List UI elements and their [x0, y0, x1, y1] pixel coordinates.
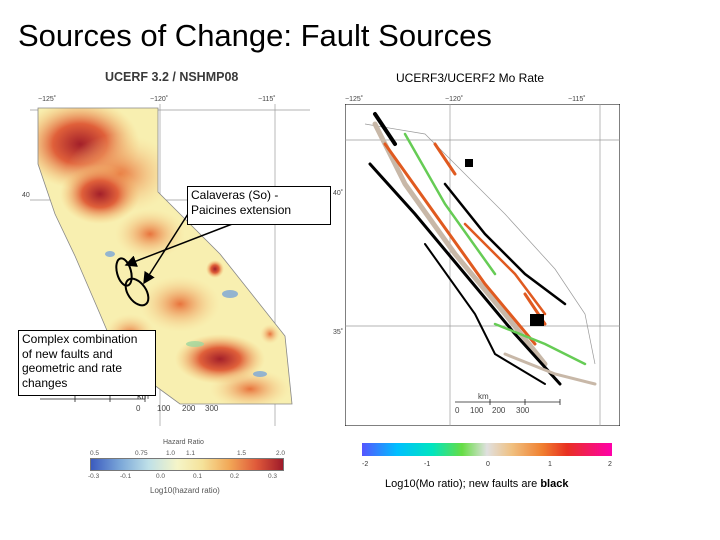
left-scale-tick-2: 200: [182, 404, 196, 413]
hazard-bottom-tick-6: 0.3: [268, 473, 278, 480]
hazard-top-tick-1: 0.5: [90, 450, 100, 457]
right-lon-tick-1: −125˚: [345, 96, 364, 103]
left-lon-tick-2: −120˚: [150, 96, 169, 103]
mo-rate-caption-text: Log10(Mo ratio); new faults are: [385, 478, 541, 490]
left-map-title: UCERF 3.2 / NSHMP08: [105, 70, 239, 84]
left-scale-unit: km: [137, 391, 149, 401]
hazard-colorbar-caption: Log10(hazard ratio): [150, 486, 220, 495]
mo-rate-tick-2: -1: [424, 461, 431, 468]
right-lat-tick-1: 40˚: [333, 190, 344, 197]
hazard-colorbar: [90, 458, 284, 471]
hazard-bottom-tick-2: -0.1: [120, 473, 132, 480]
right-map-title: UCERF3/UCERF2 Mo Rate: [396, 71, 545, 85]
hazard-top-tick-5: 1.5: [237, 450, 247, 457]
hazard-bottom-tick-3: 0.0: [156, 473, 166, 480]
right-scale-unit: km: [478, 392, 489, 401]
complex-callout-line2: of new faults and: [22, 346, 113, 361]
complex-callout-line1: Complex combination: [22, 332, 138, 346]
complex-callout-line4: changes: [22, 375, 68, 390]
calaveras-callout-line1: Calaveras (So) -: [191, 188, 279, 202]
hazard-bottom-tick-4: 0.1: [193, 473, 203, 480]
left-lon-tick-1: −125˚: [38, 96, 57, 103]
hazard-top-tick-4: 1.1: [186, 450, 196, 457]
calaveras-callout-line2: Paicines extension: [191, 202, 292, 217]
mo-rate-tick-1: -2: [362, 461, 369, 468]
hazard-top-tick-6: 2.0: [276, 450, 286, 457]
calaveras-ellipse: [115, 257, 133, 287]
left-lat-tick-1: 40˚: [22, 192, 33, 199]
right-scale-tick-1: 100: [470, 406, 484, 415]
left-lon-tick-3: −115˚: [258, 96, 276, 103]
complex-callout-line3: geometric and rate: [22, 361, 123, 375]
right-moment-rate-map: [345, 104, 620, 426]
right-lon-tick-3: −115˚: [568, 96, 586, 103]
mo-rate-colorbar: [362, 443, 612, 456]
right-scale-tick-3: 300: [516, 406, 530, 415]
calaveras-callout: Calaveras (So) - Paicines extension: [187, 186, 331, 225]
right-lat-tick-2: 35˚: [333, 329, 344, 336]
left-scale-tick-3: 300: [205, 404, 219, 413]
complex-callout: Complex combination of new faults and ge…: [18, 330, 156, 396]
hazard-bottom-tick-5: 0.2: [230, 473, 240, 480]
mo-rate-tick-4: 1: [548, 461, 552, 468]
right-scale-tick-2: 200: [492, 406, 506, 415]
left-scale-tick-1: 100: [157, 404, 171, 413]
hazard-top-tick-2: 0.75: [135, 450, 148, 457]
calaveras-arrow-2: [124, 220, 241, 267]
hazard-top-tick-3: 1.0: [166, 450, 176, 457]
mo-rate-caption-bold: black: [540, 478, 569, 490]
left-scale-tick-0: 0: [136, 404, 141, 413]
right-scale-tick-0: 0: [455, 406, 460, 415]
mo-rate-colorbar-caption: Log10(Mo ratio); new faults are black: [385, 478, 568, 490]
mo-rate-tick-3: 0: [486, 461, 490, 468]
calaveras-arrow: [143, 202, 196, 285]
right-lon-tick-2: −120˚: [445, 96, 464, 103]
paicines-ellipse: [124, 277, 150, 307]
slide-title: Sources of Change: Fault Sources: [18, 18, 492, 53]
hazard-bottom-tick-1: -0.3: [88, 473, 100, 480]
mo-rate-tick-5: 2: [608, 461, 612, 468]
hazard-colorbar-title: Hazard Ratio: [163, 439, 204, 446]
